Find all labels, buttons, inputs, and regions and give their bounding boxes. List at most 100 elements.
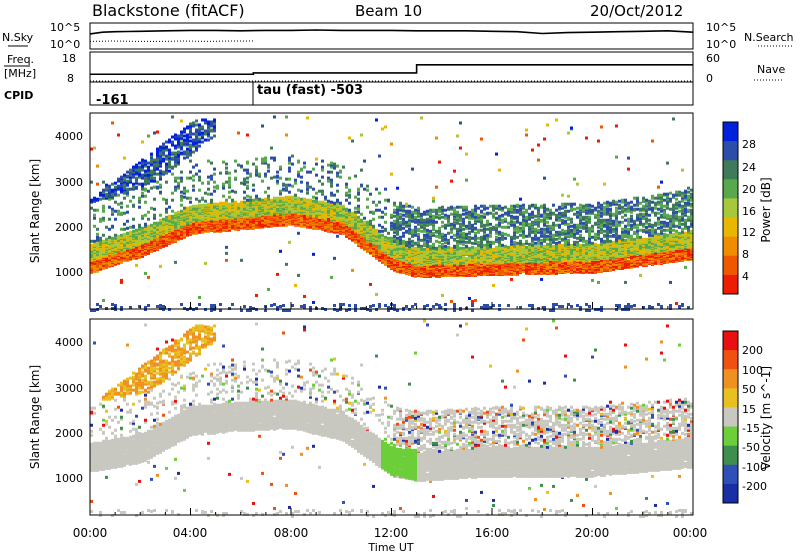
scatter-cell bbox=[462, 228, 465, 231]
scatter-cell bbox=[393, 223, 396, 226]
scatter-cell bbox=[228, 184, 231, 187]
scatter-cell bbox=[255, 158, 258, 161]
scatter-cell bbox=[468, 257, 471, 260]
scatter-cell bbox=[102, 217, 105, 220]
scatter-cell bbox=[189, 197, 192, 200]
scatter-cell bbox=[186, 190, 189, 193]
scatter-cell bbox=[312, 301, 315, 304]
scatter-cell bbox=[450, 228, 453, 231]
scatter-cell bbox=[450, 223, 453, 226]
scatter-cell bbox=[456, 206, 459, 209]
scatter-cell bbox=[360, 184, 363, 187]
scatter-cell bbox=[153, 208, 156, 211]
scatter-cell bbox=[327, 180, 330, 183]
scatter-cell bbox=[117, 194, 120, 197]
scatter-cell bbox=[135, 264, 138, 267]
scatter-cell bbox=[435, 209, 438, 212]
scatter-cell bbox=[348, 209, 351, 212]
scatter-cell bbox=[204, 204, 207, 207]
scatter-cell bbox=[198, 130, 201, 133]
scatter-cell bbox=[444, 224, 447, 227]
scatter-cell bbox=[468, 221, 471, 224]
scatter-cell bbox=[357, 216, 360, 219]
scatter-cell bbox=[465, 233, 468, 236]
scatter-cell bbox=[153, 159, 156, 162]
scatter-cell bbox=[120, 279, 123, 282]
scatter-cell bbox=[192, 121, 195, 124]
scatter-cell bbox=[159, 307, 162, 310]
scatter-cell bbox=[474, 247, 477, 250]
scatter-cell bbox=[375, 293, 378, 296]
scatter-cell bbox=[363, 160, 366, 163]
scatter-cell bbox=[357, 205, 360, 208]
scatter-cell bbox=[357, 192, 360, 195]
scatter-cell bbox=[288, 178, 291, 181]
scatter-cell bbox=[438, 245, 441, 248]
scatter-cell bbox=[96, 233, 99, 236]
scatter-cell bbox=[246, 195, 249, 198]
scatter-cell bbox=[186, 137, 189, 140]
scatter-cell bbox=[153, 222, 156, 225]
scatter-cell bbox=[348, 189, 351, 192]
scatter-cell bbox=[270, 147, 273, 150]
scatter-cell bbox=[117, 203, 120, 206]
scatter-cell bbox=[336, 204, 339, 207]
scatter-cell bbox=[480, 205, 483, 208]
scatter-cell bbox=[462, 232, 465, 235]
scatter-cell bbox=[321, 160, 324, 163]
scatter-cell bbox=[273, 176, 276, 179]
scatter-cell bbox=[147, 190, 150, 193]
scatter-cell bbox=[111, 225, 114, 228]
scatter-cell bbox=[360, 134, 363, 137]
scatter-cell bbox=[345, 199, 348, 202]
scatter-cell bbox=[474, 299, 477, 302]
scatter-cell bbox=[243, 305, 246, 308]
scatter-cell bbox=[99, 218, 102, 221]
scatter-cell bbox=[141, 215, 144, 218]
scatter-cell bbox=[201, 182, 204, 185]
scatter-cell bbox=[306, 188, 309, 191]
scatter-cell bbox=[384, 228, 387, 231]
scatter-cell bbox=[273, 197, 276, 200]
scatter-cell bbox=[333, 163, 336, 166]
scatter-cell bbox=[132, 186, 135, 189]
scatter-cell bbox=[285, 263, 288, 266]
scatter-cell bbox=[117, 134, 120, 137]
scatter-cell bbox=[345, 208, 348, 211]
scatter-cell bbox=[210, 120, 213, 123]
scatter-cell bbox=[198, 123, 201, 126]
scatter-cell bbox=[354, 211, 357, 214]
scatter-cell bbox=[366, 189, 369, 192]
scatter-cell bbox=[192, 143, 195, 146]
scatter-cell bbox=[393, 209, 396, 212]
scatter-cell bbox=[129, 169, 132, 172]
scatter-cell bbox=[165, 211, 168, 214]
scatter-cell bbox=[333, 304, 336, 307]
scatter-cell bbox=[450, 213, 453, 216]
scatter-cell bbox=[225, 167, 228, 170]
scatter-cell bbox=[462, 221, 465, 224]
scatter-cell bbox=[96, 242, 99, 245]
scatter-cell bbox=[387, 232, 390, 235]
scatter-cell bbox=[414, 212, 417, 215]
scatter-cell bbox=[213, 122, 216, 125]
scatter-cell bbox=[351, 212, 354, 215]
scatter-cell bbox=[150, 153, 153, 156]
scatter-cell bbox=[102, 194, 105, 197]
scatter-cell bbox=[234, 191, 237, 194]
scatter-cell bbox=[162, 171, 165, 174]
scatter-cell bbox=[468, 231, 471, 234]
scatter-cell bbox=[426, 210, 429, 213]
scatter-cell bbox=[102, 234, 105, 237]
scatter-cell bbox=[279, 305, 282, 308]
scatter-cell bbox=[153, 132, 156, 135]
scatter-cell bbox=[303, 166, 306, 169]
scatter-cell bbox=[198, 170, 201, 173]
scatter-cell bbox=[372, 225, 375, 228]
scatter-cell bbox=[357, 208, 360, 211]
scatter-cell bbox=[435, 221, 438, 224]
scatter-cell bbox=[267, 195, 270, 198]
scatter-cell bbox=[135, 229, 138, 232]
scatter-cell bbox=[405, 203, 408, 206]
scatter-cell bbox=[180, 131, 183, 134]
